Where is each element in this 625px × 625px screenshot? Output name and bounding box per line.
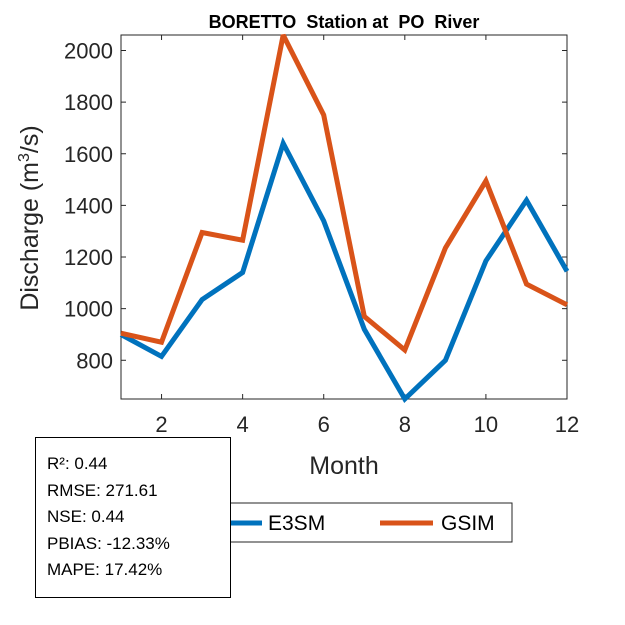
y-axis-label-end: /s) (16, 125, 44, 153)
y-tick-label: 1600 (64, 142, 113, 167)
ticks-layer: 2 4 6 8 10 12 800 1000 1200 1400 1600 1800 2000 (64, 35, 579, 437)
stat-r2: R²: 0.44 (47, 454, 108, 473)
y-tick-label: 800 (76, 348, 113, 373)
x-tick-label: 4 (237, 412, 249, 437)
stats-box: R²: 0.44 RMSE: 271.61 NSE: 0.44 PBIAS: -… (35, 437, 231, 598)
y-tick-label: 1200 (64, 245, 113, 270)
x-tick-label: 12 (555, 412, 579, 437)
series-line-e3sm (119, 136, 570, 403)
y-tick-label: 1800 (64, 90, 113, 115)
chart-title: BORETTO Station at PO River (209, 12, 480, 32)
legend-label-e3sm: E3SM (268, 512, 325, 535)
y-axis-label-sup: 3 (16, 153, 33, 162)
stat-mape: MAPE: 17.42% (47, 560, 163, 579)
y-tick-label: 1400 (64, 193, 113, 218)
y-tick-label: 2000 (64, 38, 113, 63)
stat-pbias: PBIAS: -12.33% (47, 533, 170, 553)
x-tick-label: 10 (474, 412, 498, 437)
legend: E3SM GSIM (180, 502, 513, 543)
y-axis-label: Discharge (m3/s) (16, 125, 44, 310)
x-axis-label: Month (309, 452, 378, 480)
series-layer (119, 33, 570, 403)
legend-label-gsim: GSIM (441, 512, 495, 535)
stat-nse: NSE: 0.44 (47, 507, 125, 526)
series-line-gsim (120, 33, 569, 355)
stat-rmse: RMSE: 271.61 (47, 480, 158, 500)
x-tick-label: 8 (399, 412, 411, 437)
y-axis-label-main: Discharge (m (16, 162, 44, 311)
x-tick-label: 2 (155, 412, 167, 437)
y-tick-label: 1000 (64, 297, 113, 322)
x-tick-label: 6 (318, 412, 330, 437)
